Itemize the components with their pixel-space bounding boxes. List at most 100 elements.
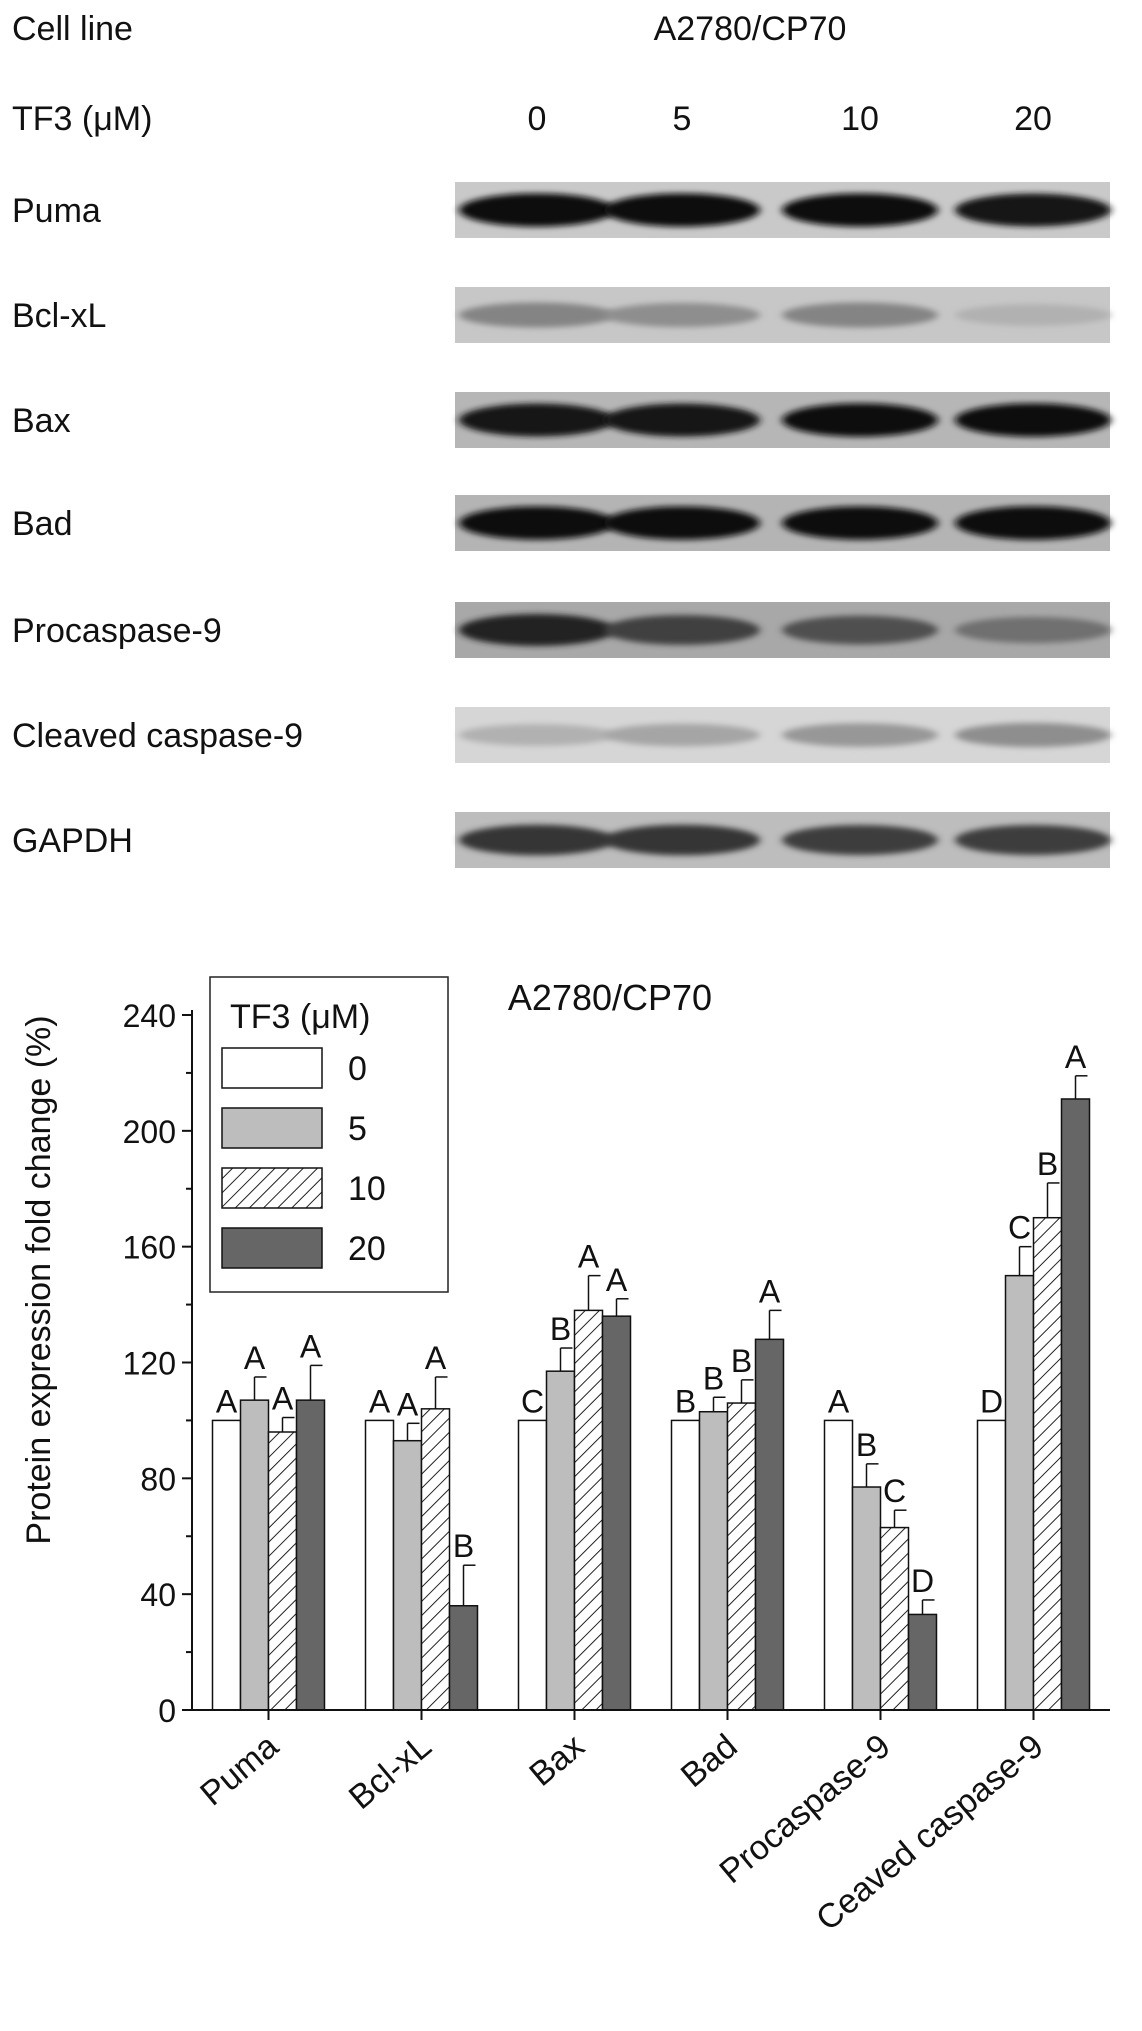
significance-letter: D [911, 1563, 934, 1599]
bar-bcl-xl-5 [392, 1439, 423, 1711]
significance-letter: B [731, 1343, 752, 1379]
bar-ceaved-caspase-9-0 [976, 1419, 1007, 1711]
bar-ceaved-caspase-9-20 [1060, 1098, 1091, 1711]
significance-letter: A [1065, 1039, 1087, 1075]
blot-band [782, 302, 938, 328]
blot-band [459, 302, 615, 328]
blot-band [955, 506, 1111, 540]
western-blot-panel: Cell line A2780/CP70 TF3 (μM) 0 5 10 20 Pum… [12, 10, 1111, 868]
significance-letter: D [980, 1383, 1003, 1419]
blot-row-label: Bad [12, 505, 73, 543]
bar-bad-0 [670, 1419, 701, 1711]
legend-title: TF3 (μM) [230, 998, 370, 1036]
bar-procaspase-9-0 [823, 1419, 854, 1711]
significance-letter: A [425, 1340, 447, 1376]
blot-band [604, 403, 760, 437]
y-axis-label: Protein expression fold change (%) [20, 1015, 58, 1544]
chart-title: A2780/CP70 [508, 977, 712, 1018]
bar-bcl-xl-20 [448, 1605, 479, 1711]
bar-bax-10 [573, 1309, 604, 1711]
blot-row: Cleaved caspase-9 [12, 707, 1111, 763]
y-axis: 0 40 80 120 160 200 240 [123, 998, 193, 1729]
blot-band [459, 403, 615, 437]
blot-row-label: Cleaved caspase-9 [12, 717, 303, 755]
bar-bax-20 [601, 1315, 632, 1711]
bar-procaspase-9-5 [851, 1486, 882, 1711]
blot-rows: Puma Bcl-xL Bax Bad Procaspase-9 Cleaved casp… [12, 182, 1111, 868]
blot-band [955, 193, 1111, 227]
blot-row: Puma [12, 182, 1111, 238]
legend-entry-label: 5 [348, 1110, 367, 1148]
x-tick-label: Bcl-xL [342, 1727, 439, 1817]
blot-band [782, 403, 938, 437]
blot-band [604, 193, 760, 227]
legend: TF3 (μM) 0 5 10 20 [209, 976, 449, 1293]
y-tick-label: 40 [140, 1577, 176, 1613]
blot-band [782, 824, 938, 856]
x-tick-label: Bad [674, 1727, 745, 1795]
significance-letter: A [216, 1383, 238, 1419]
blot-band [604, 615, 760, 645]
significance-letter: A [397, 1386, 419, 1422]
blot-row: GAPDH [12, 812, 1111, 868]
significance-letter: A [272, 1381, 294, 1417]
blot-row: Bax [12, 392, 1111, 448]
legend-swatch [221, 1167, 323, 1209]
dose-label-10: 10 [841, 100, 879, 138]
blot-band [955, 403, 1111, 437]
dose-label-0: 0 [528, 100, 547, 138]
blot-band [459, 824, 615, 856]
blot-band [955, 616, 1111, 644]
bar-puma-5 [239, 1399, 270, 1711]
blot-band [604, 723, 760, 747]
significance-letter: C [1008, 1210, 1031, 1246]
bar-bad-5 [698, 1410, 729, 1711]
significance-letter: B [550, 1311, 571, 1347]
blot-band [782, 193, 938, 227]
blot-row-label: Bax [12, 402, 71, 440]
blot-band [459, 506, 615, 540]
blot-row: Bcl-xL [12, 287, 1111, 343]
dose-label-20: 20 [1014, 100, 1052, 138]
blot-row-label: GAPDH [12, 822, 133, 860]
bar-ceaved-caspase-9-10 [1032, 1216, 1063, 1711]
bar-puma-0 [211, 1419, 242, 1711]
legend-entry-label: 0 [348, 1050, 367, 1088]
blot-band [459, 193, 615, 227]
blot-band [782, 615, 938, 645]
y-tick-label: 240 [123, 998, 176, 1034]
blot-band [604, 302, 760, 328]
dose-label: TF3 (μM) [12, 100, 152, 138]
bar-procaspase-9-20 [907, 1613, 938, 1711]
significance-letter: B [675, 1383, 696, 1419]
y-tick-label: 120 [123, 1346, 176, 1382]
blot-band [604, 506, 760, 540]
bar-ceaved-caspase-9-5 [1004, 1274, 1035, 1711]
significance-letter: A [578, 1239, 600, 1275]
bar-procaspase-9-10 [879, 1526, 910, 1711]
significance-letter: A [828, 1383, 850, 1419]
blot-row: Bad [12, 495, 1111, 551]
significance-letter: A [244, 1340, 266, 1376]
significance-letter: C [883, 1473, 906, 1509]
significance-letter: A [300, 1328, 322, 1364]
blot-band [955, 722, 1111, 748]
bar-bcl-xl-10 [420, 1408, 451, 1711]
significance-letter: A [369, 1383, 391, 1419]
blot-row-label: Procaspase-9 [12, 612, 222, 650]
significance-letter: A [759, 1273, 781, 1309]
blot-band [782, 506, 938, 540]
y-tick-label: 80 [140, 1461, 176, 1497]
blot-band [459, 724, 615, 746]
y-tick-label: 160 [123, 1230, 176, 1266]
bar-puma-20 [295, 1399, 326, 1711]
y-tick-label: 200 [123, 1114, 176, 1150]
legend-swatch [221, 1047, 323, 1089]
legend-swatch [221, 1227, 323, 1269]
x-tick-label: Bax [522, 1727, 591, 1794]
blot-row-label: Puma [12, 192, 101, 230]
bar-bad-10 [726, 1402, 757, 1711]
legend-entry-label: 20 [348, 1230, 386, 1268]
